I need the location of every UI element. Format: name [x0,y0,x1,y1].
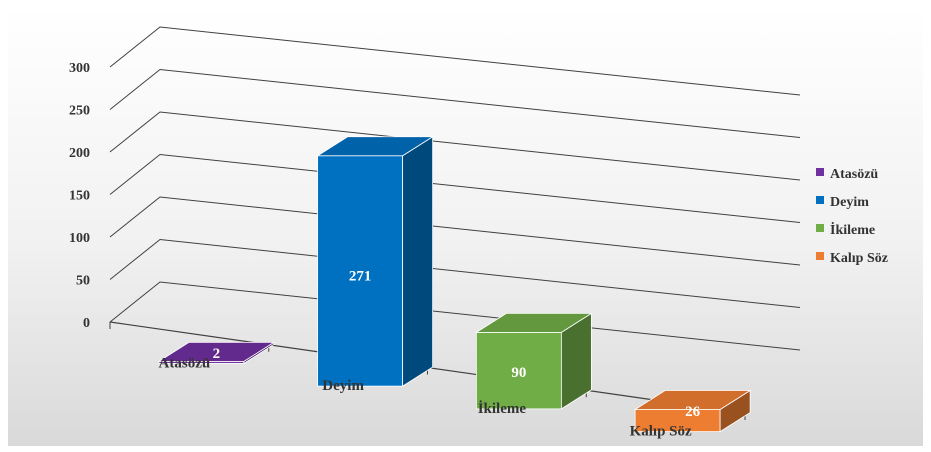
x-tick-label: Deyim [322,378,364,394]
bar-3: 90 [474,312,593,410]
legend: Atasözü Deyim İkileme Kalıp Söz [816,167,888,266]
bars: 2 271 90 26 [157,136,752,433]
y-tick-label: 250 [69,104,90,119]
y-tick-label: 300 [69,61,90,76]
gridline [109,111,801,181]
data-label: 2 [213,346,221,362]
y-tick-label: 200 [69,146,90,161]
bar-top-face [633,390,752,410]
gridline [109,196,801,266]
gridline [109,68,801,138]
gridline [109,153,801,223]
legend-item: Deyim [816,195,869,210]
data-label: 26 [685,404,701,420]
category-labels: Atasözü Deyim İkileme Kalıp Söz [159,355,692,439]
legend-swatch [816,252,824,260]
legend-label: Kalıp Söz [830,251,888,266]
y-tick-label: 50 [76,274,90,289]
legend-swatch [816,224,824,232]
bar-side-face [402,136,434,387]
y-axis-ticks: 0 50 100 150 200 250 300 [69,61,90,331]
bar-4: 26 [633,389,752,433]
bar-top-face [316,136,435,157]
legend-item: Atasözü [816,167,878,182]
legend-item: Kalıp Söz [816,251,888,266]
data-label: 271 [349,269,372,285]
y-tick-label: 0 [83,316,90,331]
bar-2: 271 [316,136,435,387]
x-tick-label: Atasözü [159,355,211,371]
bar-1: 2 [157,341,276,365]
legend-item: İkileme [816,221,875,238]
bar-top-face [157,341,276,362]
gridline [109,238,801,308]
gridlines [109,26,801,351]
y-tick-label: 100 [69,231,90,246]
plot-background [8,6,923,446]
legend-swatch [816,168,824,176]
legend-swatch [816,196,824,204]
x-tick-label: Kalıp Söz [630,424,692,440]
y-tick-label: 150 [69,189,90,204]
data-label: 90 [511,365,526,381]
legend-label: Deyim [830,195,869,210]
bar-top-face [474,312,593,333]
gridline [109,26,801,96]
bar-front-face [317,155,404,387]
x-tick-label: İkileme [478,400,527,417]
legend-label: İkileme [830,221,875,238]
legend-label: Atasözü [830,167,878,182]
